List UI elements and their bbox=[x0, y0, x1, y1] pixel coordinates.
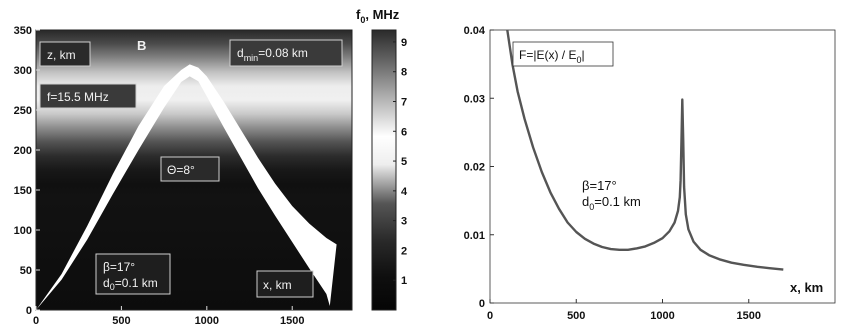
right-y-tick-label: 0 bbox=[479, 298, 485, 310]
beta-d0-box: β=17° d0=0.1 km bbox=[95, 253, 171, 295]
colorbar-tick-label: 7 bbox=[401, 96, 407, 108]
xlabel-box: x, km bbox=[256, 270, 314, 298]
colorbar-tick-label: 4 bbox=[401, 186, 408, 198]
frequency-annotation: f=15.5 MHz bbox=[47, 90, 109, 104]
left-x-ticks: 0 500 1000 1500 bbox=[33, 306, 304, 327]
formula-box: F=|E(x) / E0| bbox=[512, 41, 614, 67]
left-y-ticks: 0 50 100 150 200 250 300 350 bbox=[14, 25, 40, 317]
dmin-box: dmin=0.08 km bbox=[229, 39, 343, 67]
left-y-tick-label: 50 bbox=[20, 265, 32, 277]
left-x-tick-label: 0 bbox=[33, 315, 39, 327]
dmin-annotation: dmin=0.08 km bbox=[237, 46, 308, 63]
colorbar-tick-label: 8 bbox=[401, 67, 407, 79]
right-panel: 0 500 1000 1500 0 0.01 0.02 0.03 0.04 F=|E(x) /… bbox=[464, 25, 836, 322]
right-x-tick-label: 500 bbox=[567, 310, 585, 322]
left-plot-frame bbox=[35, 29, 353, 311]
left-y-tick-label: 150 bbox=[14, 185, 32, 197]
colorbar-tick-label: 1 bbox=[401, 275, 407, 287]
zlabel-box: z, km bbox=[39, 41, 91, 67]
colorbar-tick-label: 9 bbox=[401, 37, 407, 49]
right-y-tick-label: 0.02 bbox=[464, 162, 485, 174]
beta-annotation-left: β=17° bbox=[103, 260, 135, 274]
left-y-tick-label: 0 bbox=[26, 305, 32, 317]
left-y-tick-label: 250 bbox=[14, 105, 32, 117]
panel-label: B bbox=[137, 38, 146, 53]
left-x-tick-label: 500 bbox=[112, 315, 130, 327]
right-x-ticks: 0 500 1000 1500 bbox=[487, 299, 761, 322]
right-plot-frame bbox=[489, 29, 836, 304]
right-y-tick-label: 0.03 bbox=[464, 93, 485, 105]
right-x-tick-label: 1500 bbox=[737, 310, 761, 322]
d0-annotation-left: d0=0.1 km bbox=[103, 276, 158, 292]
colorbar-tick-label: 3 bbox=[401, 216, 407, 228]
right-y-tick-label: 0.04 bbox=[464, 25, 486, 37]
left-y-tick-label: 350 bbox=[14, 25, 32, 37]
colorbar-title: f0, MHz bbox=[356, 7, 400, 25]
colorbar-ticks: 1 2 3 4 5 6 7 8 9 bbox=[393, 37, 408, 287]
left-panel: 0 500 1000 1500 0 50 100 150 200 250 300 350 z, km… bbox=[14, 7, 408, 327]
beta-annotation-right: β=17° bbox=[582, 178, 617, 193]
colorbar-tick-label: 6 bbox=[401, 126, 407, 138]
colorbar bbox=[371, 29, 397, 311]
left-x-tick-label: 1000 bbox=[195, 315, 219, 327]
left-y-tick-label: 300 bbox=[14, 65, 32, 77]
d0-annotation-right: d0=0.1 km bbox=[582, 194, 641, 212]
left-y-tick-label: 100 bbox=[14, 225, 32, 237]
field-ratio-curve bbox=[506, 29, 784, 271]
colorbar-tick-label: 2 bbox=[401, 245, 407, 257]
left-y-tick-label: 200 bbox=[14, 145, 32, 157]
ylabel-text: z, km bbox=[47, 48, 76, 62]
xlabel-text-left: x, km bbox=[263, 278, 292, 292]
colorbar-tick-label: 5 bbox=[401, 156, 407, 168]
chart-title-right: F=|E(x) / E0| bbox=[519, 48, 585, 65]
right-y-ticks: 0 0.01 0.02 0.03 0.04 bbox=[464, 25, 494, 310]
right-x-tick-label: 0 bbox=[487, 310, 493, 322]
theta-annotation: Θ=8° bbox=[167, 163, 195, 177]
xlabel-text-right: x, km bbox=[790, 280, 823, 295]
ray-fan bbox=[36, 64, 337, 310]
right-x-tick-label: 1000 bbox=[650, 310, 674, 322]
frequency-box: f=15.5 MHz bbox=[39, 83, 137, 109]
left-x-tick-label: 1500 bbox=[280, 315, 304, 327]
theta-box: Θ=8° bbox=[160, 156, 220, 182]
right-y-tick-label: 0.01 bbox=[464, 230, 485, 242]
